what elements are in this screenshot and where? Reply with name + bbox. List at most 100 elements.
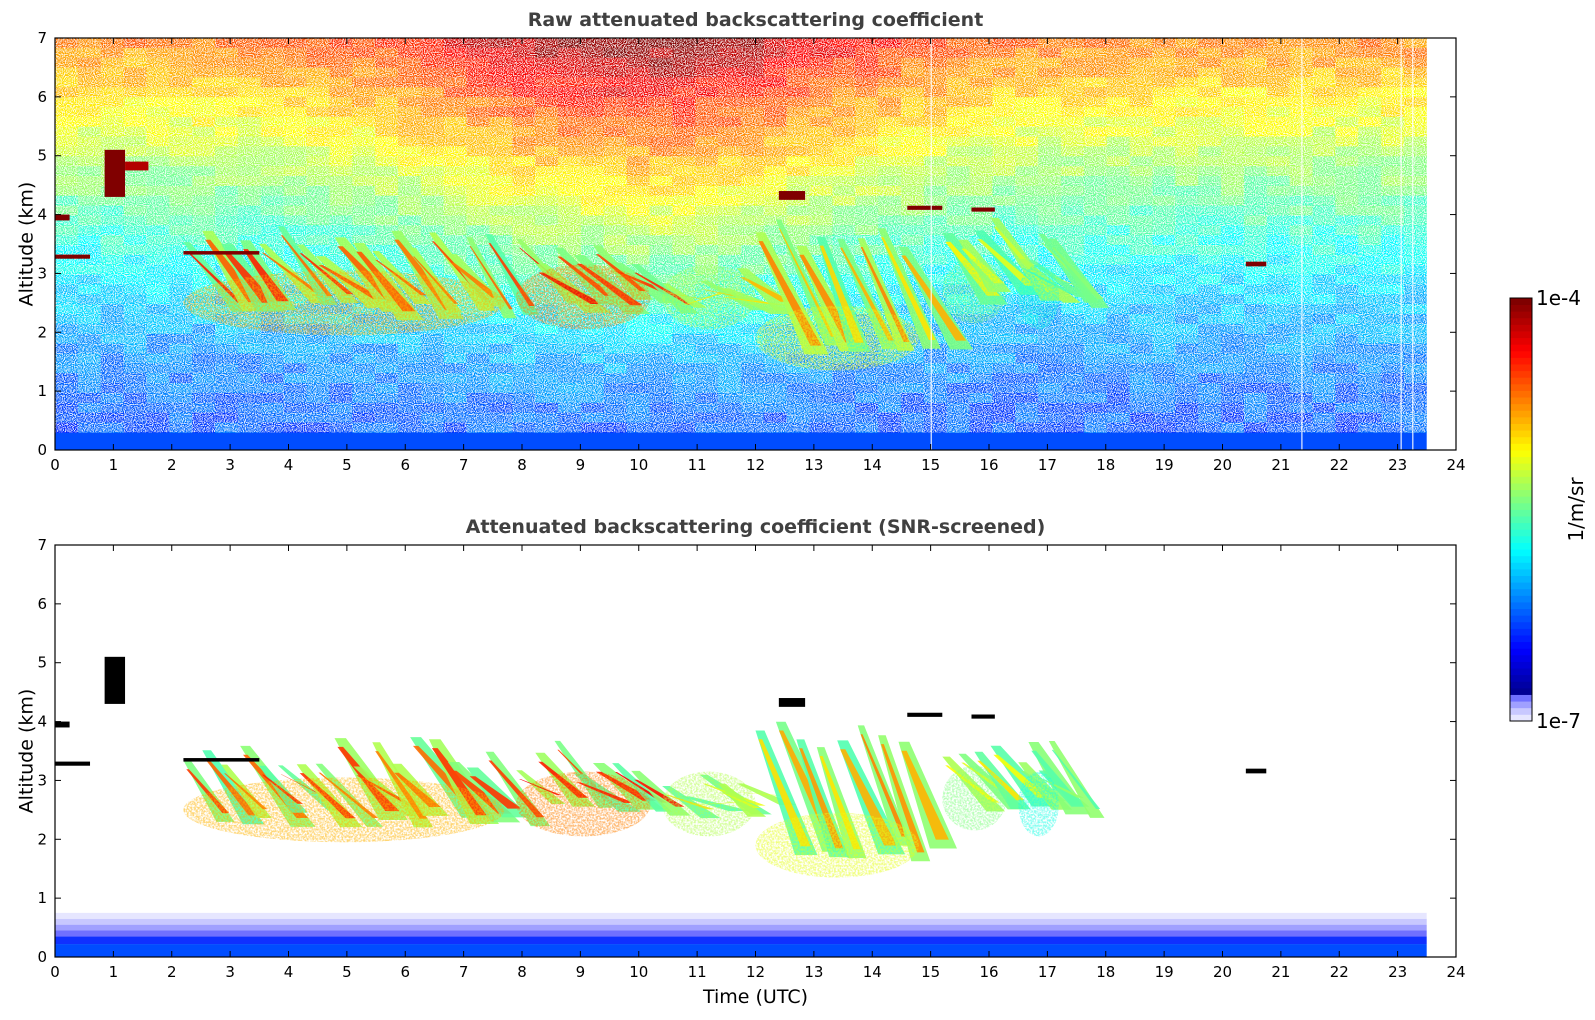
x-tick-label: 12 (746, 963, 765, 981)
x-tick-label: 9 (576, 456, 586, 474)
y-tick-label: 3 (37, 771, 47, 789)
colorbar-band (1510, 416, 1532, 424)
virga-streaks (183, 226, 540, 336)
colorbar-frame (1509, 297, 1533, 722)
virga-base (662, 264, 756, 330)
saturated-cloud-layer (971, 714, 995, 719)
x-tick-label: 2 (167, 456, 177, 474)
colorbar-band (1510, 595, 1532, 603)
screened-plot-frame (54, 544, 1457, 958)
x-tick-label: 23 (1388, 456, 1407, 474)
colorbar-band (1510, 463, 1532, 471)
virga-base (516, 771, 651, 837)
background-noise-layer (55, 38, 1428, 433)
x-tick-label: 13 (804, 963, 823, 981)
surface-layer (55, 432, 1427, 450)
colorbar-band (1510, 502, 1532, 510)
colorbar-band (1510, 403, 1532, 411)
virga-streak-core (469, 776, 522, 809)
x-tick-label: 15 (921, 456, 940, 474)
colorbar-band (1510, 654, 1532, 662)
colorbar-band (1510, 489, 1532, 497)
liquid-cloud-layer (125, 161, 149, 171)
colorbar-band (1510, 304, 1532, 312)
x-tick-label: 8 (517, 456, 527, 474)
y-tick-label: 1 (37, 889, 47, 907)
y-tick-label: 5 (37, 147, 47, 165)
virga-streak-core (1051, 749, 1101, 809)
x-tick-label: 23 (1388, 963, 1407, 981)
screened-x-ticks: 0 1 2 3 4 5 6 7 8 9 10 11 12 13 14 15 16 17 18 19 20 21 22 23 24 (50, 545, 1466, 981)
y-tick-label: 6 (37, 88, 47, 106)
raw-x-ticks: 0 1 2 3 4 5 6 7 8 9 10 11 12 13 14 15 16 17 18 19 20 21 22 23 24 (50, 38, 1466, 474)
x-tick-label: 6 (400, 456, 410, 474)
y-tick-label: 2 (37, 830, 47, 848)
x-tick-label: 0 (50, 963, 60, 981)
raw-backscatter-panel: Raw attenuated backscattering coefficien… (16, 9, 1466, 474)
virga-streaks (1018, 234, 1110, 330)
virga-streaks (1018, 741, 1105, 837)
colorbar-band (1510, 350, 1532, 358)
colorbar-band (1510, 529, 1532, 537)
virga-base (942, 258, 1007, 324)
saturated-cloud-layer (778, 698, 806, 707)
boundary-layer-band (55, 944, 1427, 957)
data-gap-line (930, 38, 932, 450)
screened-panel-title: Attenuated backscattering coefficient (S… (466, 516, 1046, 538)
liquid-cloud-layer (907, 205, 943, 210)
no-data-region (1426, 38, 1456, 450)
colorbar-band (1510, 337, 1532, 345)
colorbar-band (1510, 542, 1532, 550)
colorbar-band (1510, 668, 1532, 676)
x-tick-label: 15 (921, 963, 940, 981)
colorbar-band (1510, 628, 1532, 636)
virga-streak-core (739, 277, 793, 302)
y-tick-label: 5 (37, 654, 47, 672)
x-tick-label: 22 (1330, 963, 1349, 981)
x-tick-label: 7 (459, 456, 469, 474)
boundary-layer-band (55, 918, 1427, 925)
saturated-cloud-layer (55, 761, 91, 766)
virga-streaks (662, 771, 797, 837)
x-tick-label: 1 (109, 456, 119, 474)
x-tick-label: 20 (1213, 963, 1232, 981)
colorbar-band (1510, 648, 1532, 656)
x-tick-label: 14 (863, 963, 882, 981)
colorbar-band (1510, 635, 1532, 643)
y-tick-label: 7 (37, 29, 47, 47)
x-tick-label: 7 (459, 963, 469, 981)
x-tick-label: 6 (400, 963, 410, 981)
saturated-cloud-layer (104, 656, 126, 704)
saturated-cloud-layer (183, 758, 260, 762)
colorbar-band (1510, 641, 1532, 649)
virga-base (662, 771, 756, 837)
colorbar-band (1510, 535, 1532, 543)
boundary-layer-band (55, 930, 1427, 937)
colorbar-band (1510, 608, 1532, 616)
boundary-layer-band (55, 924, 1427, 931)
x-tick-label: 4 (284, 456, 294, 474)
x-tick-label: 1 (109, 963, 119, 981)
colorbar-band (1510, 357, 1532, 365)
y-tick-label: 7 (37, 536, 47, 554)
data-gap-line (1412, 38, 1414, 450)
y-tick-label: 3 (37, 264, 47, 282)
y-tick-label: 4 (37, 713, 47, 731)
x-tick-label: 9 (576, 963, 586, 981)
colorbar-band (1510, 602, 1532, 610)
x-tick-label: 5 (342, 456, 352, 474)
colorbar-band (1510, 562, 1532, 570)
colorbar-band (1510, 588, 1532, 596)
virga-streaks (755, 219, 974, 371)
liquid-cloud-layer (55, 214, 70, 221)
x-tick-label: 14 (863, 456, 882, 474)
virga-streaks (755, 721, 957, 878)
colorbar-band (1510, 707, 1532, 715)
liquid-cloud-layer (971, 207, 995, 212)
boundary-layer-band (55, 912, 1427, 919)
saturated-cloud-layer (907, 712, 943, 717)
colorbar-band (1510, 674, 1532, 682)
colorbar-band (1510, 575, 1532, 583)
x-tick-label: 21 (1271, 963, 1290, 981)
